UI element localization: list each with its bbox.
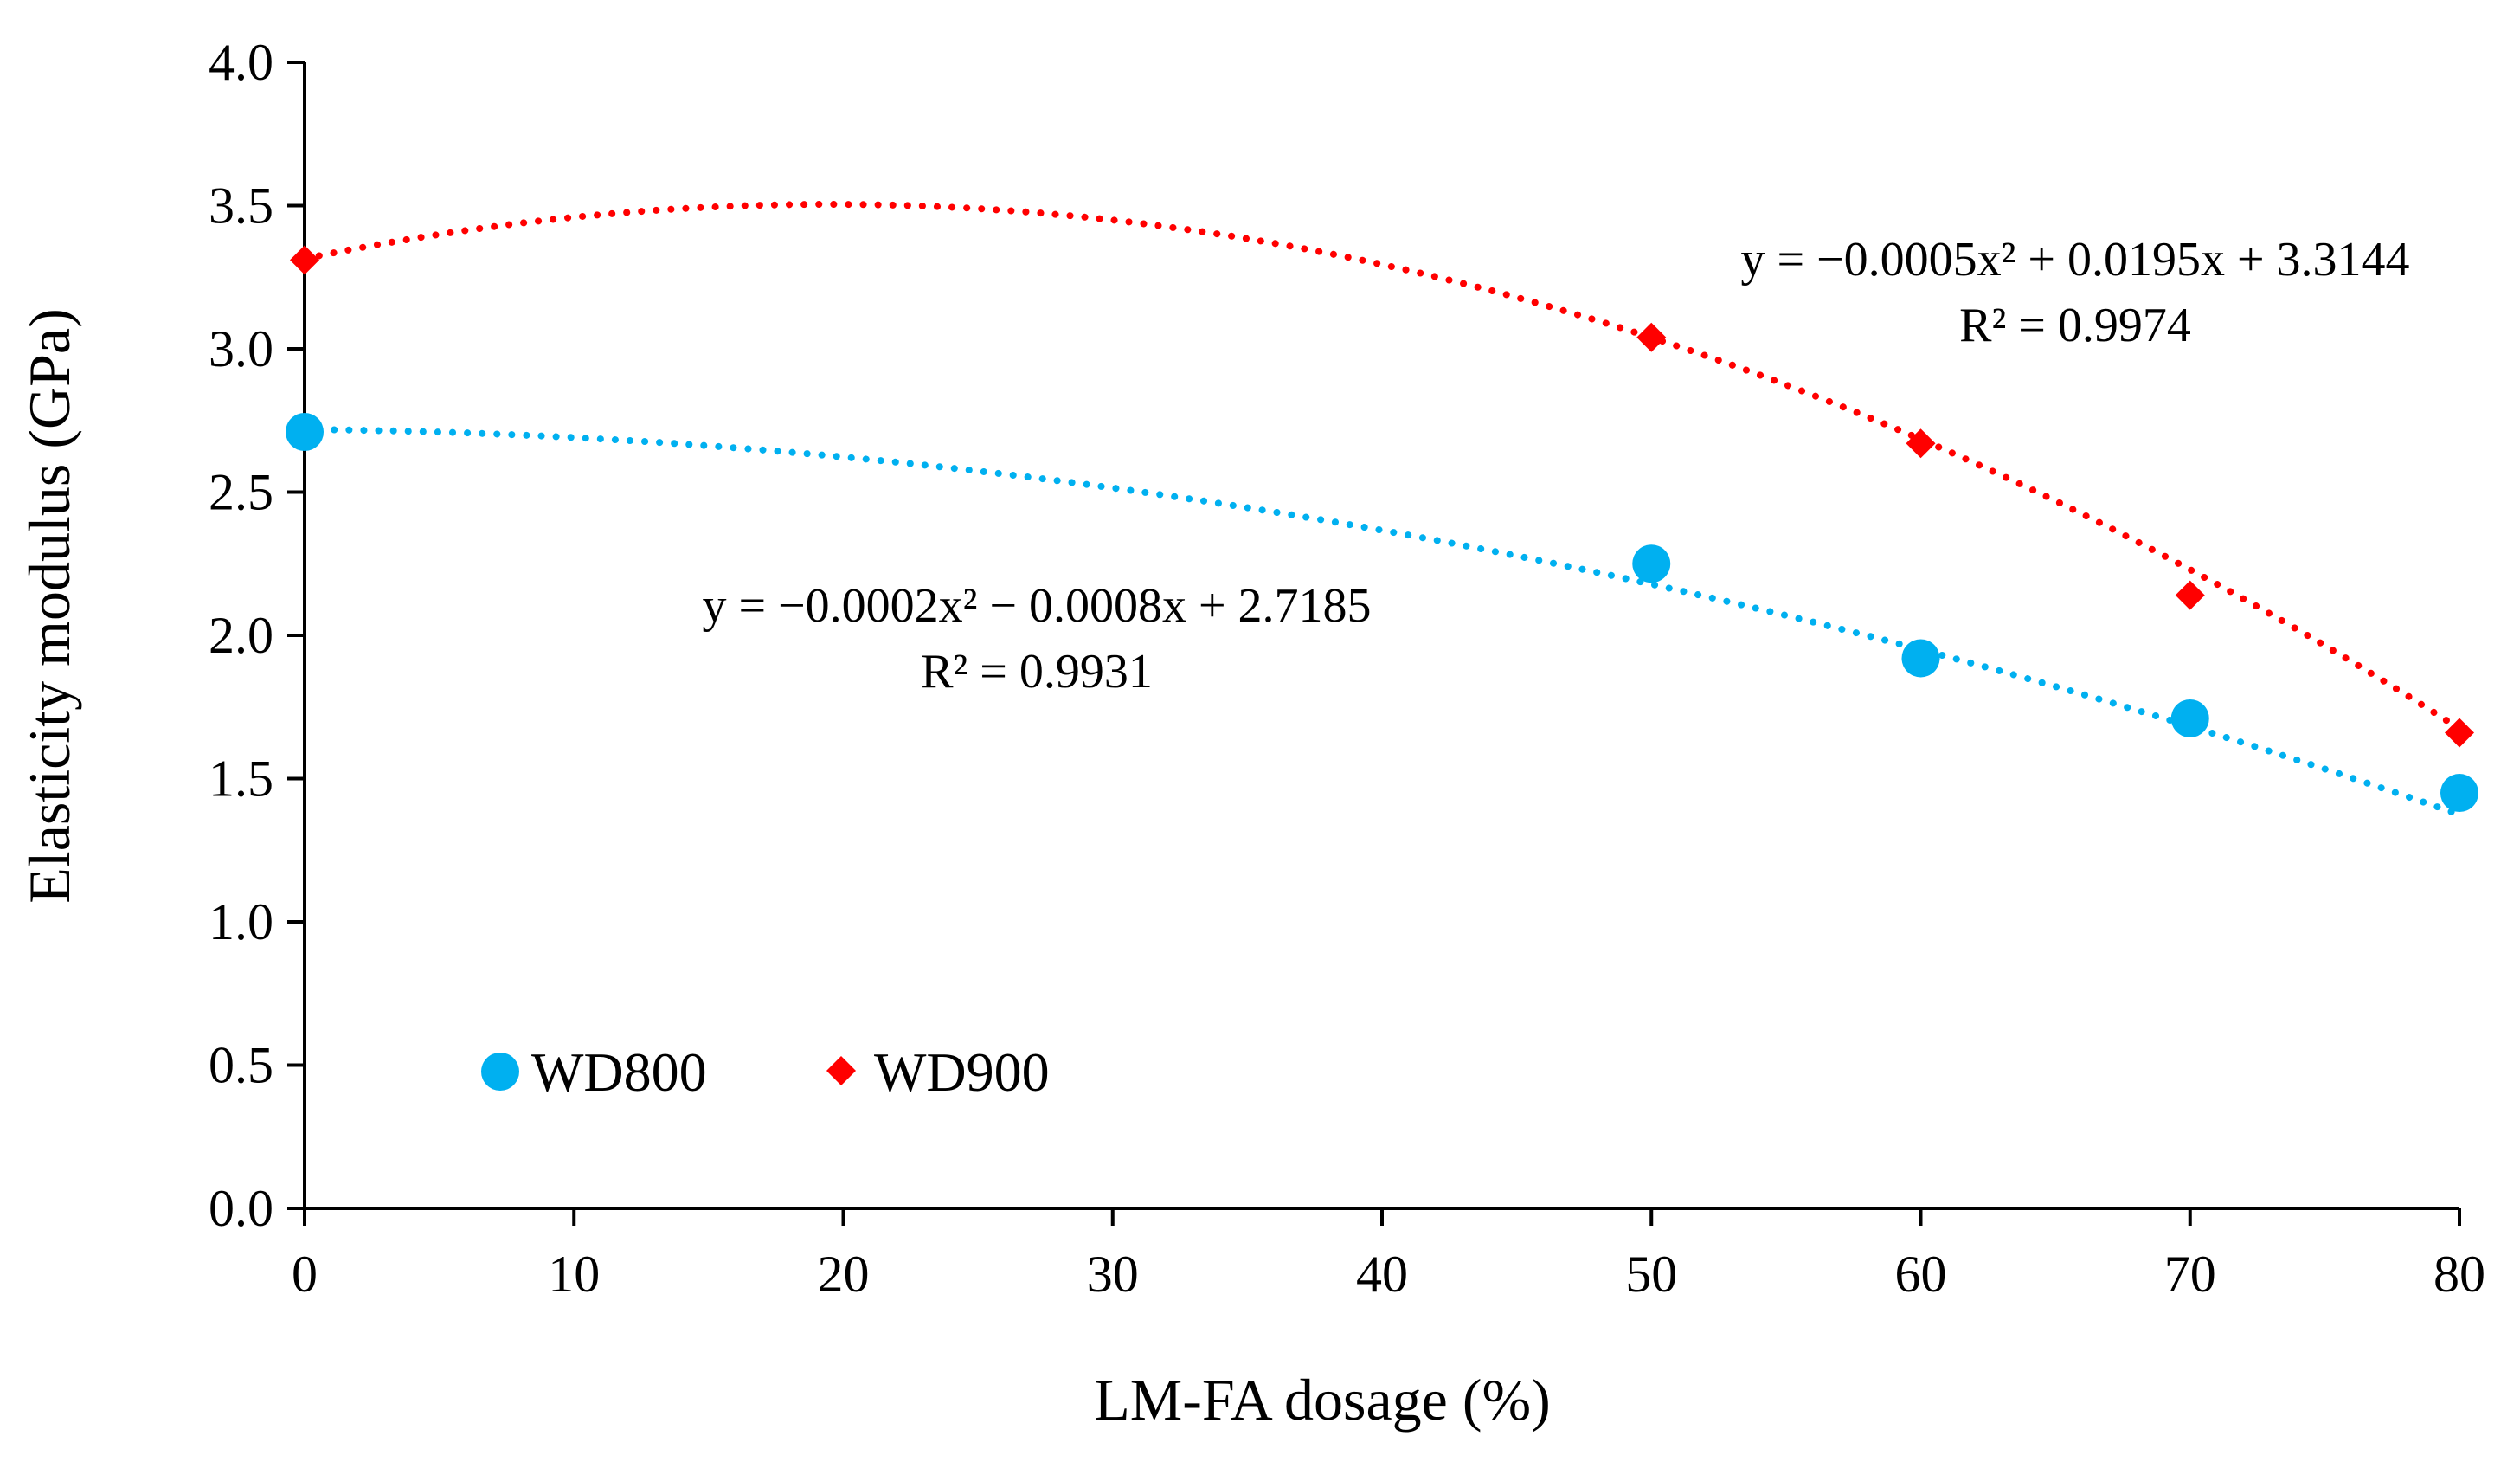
x-tick-label: 80 — [2433, 1246, 2485, 1303]
x-tick-label: 10 — [548, 1246, 600, 1303]
wd800-point — [286, 412, 324, 451]
trendline-equations: y = −0.0005x² + 0.0195x + 3.3144 R² = 0.… — [702, 233, 2409, 699]
legend-wd800-label: WD800 — [531, 1041, 707, 1103]
y-tick-label: 1.5 — [209, 750, 273, 808]
wd900-equation: y = −0.0005x² + 0.0195x + 3.3144 — [1740, 233, 2409, 287]
x-tick-label: 50 — [1625, 1246, 1677, 1303]
y-tick-label: 2.5 — [209, 464, 273, 521]
trendlines — [301, 201, 2463, 818]
axes: 0.0 0.5 1.0 1.5 2.0 2.5 3.0 3.5 4.0 0 10 20 30 40 50 60… — [209, 34, 2485, 1303]
wd900-trendline — [301, 201, 2463, 732]
wd900-point — [2175, 580, 2205, 610]
wd800-trendline — [301, 426, 2463, 818]
legend-wd800-marker — [481, 1053, 519, 1091]
data-points — [286, 245, 2478, 813]
wd900-point — [2445, 718, 2474, 748]
wd900-point — [1906, 428, 1936, 459]
y-tick-label: 4.0 — [209, 34, 273, 91]
y-tick-label: 1.0 — [209, 893, 273, 950]
legend-wd900-marker — [826, 1056, 856, 1085]
x-tick-label: 40 — [1356, 1246, 1408, 1303]
x-tick-label: 0 — [292, 1246, 318, 1303]
wd900-point — [290, 245, 319, 275]
wd800-point — [1901, 639, 1940, 678]
axis-titles: LM-FA dosage (%) Elasticity modulus (GPa… — [16, 308, 1551, 1433]
y-tick-label: 2.0 — [209, 607, 273, 664]
x-axis-title: LM-FA dosage (%) — [1094, 1367, 1551, 1433]
y-tick-label: 3.5 — [209, 177, 273, 235]
x-tick-label: 60 — [1895, 1246, 1947, 1303]
legend: WD800 WD900 — [481, 1041, 1050, 1103]
legend-wd900-label: WD900 — [874, 1041, 1050, 1103]
wd800-point — [1632, 544, 1671, 583]
wd800-point — [2170, 699, 2209, 737]
wd900-r-squared: R² = 0.9974 — [1959, 299, 2191, 352]
x-tick-label: 20 — [818, 1246, 870, 1303]
y-tick-label: 0.5 — [209, 1037, 273, 1094]
x-tick-label: 30 — [1087, 1246, 1139, 1303]
wd800-r-squared: R² = 0.9931 — [921, 645, 1153, 699]
y-tick-label: 0.0 — [209, 1180, 273, 1237]
x-tick-label: 70 — [2164, 1246, 2216, 1303]
y-axis-title: Elasticity modulus (GPa) — [16, 308, 82, 903]
wd800-point — [2440, 774, 2478, 813]
y-tick-label: 3.0 — [209, 320, 273, 377]
wd800-equation: y = −0.0002x² − 0.0008x + 2.7185 — [702, 579, 1371, 633]
wd900-point — [1636, 322, 1667, 352]
